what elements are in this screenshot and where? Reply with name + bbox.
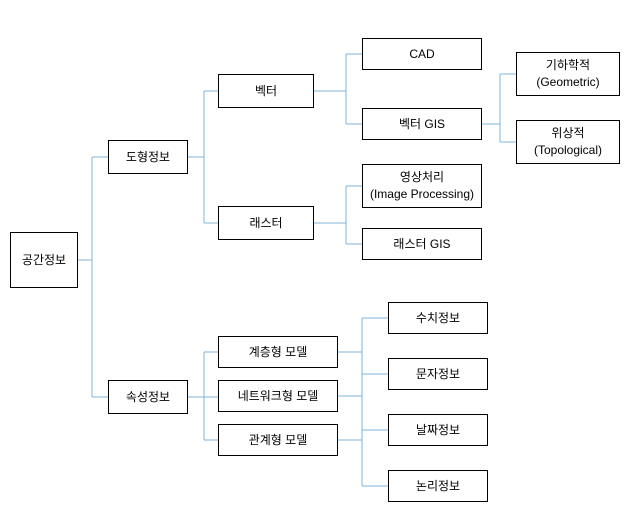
node-root: 공간정보	[10, 232, 78, 288]
node-vector: 벡터	[218, 74, 314, 108]
node-label: 위상적 (Topological)	[534, 125, 602, 159]
node-hier-model: 계층형 모델	[218, 336, 338, 368]
node-label: 기하학적 (Geometric)	[536, 57, 599, 91]
node-label: 수치정보	[416, 310, 460, 327]
node-vector-gis: 벡터 GIS	[362, 108, 482, 140]
node-label: 래스터	[249, 215, 282, 232]
node-img-proc: 영상처리 (Image Processing)	[362, 164, 482, 208]
node-attr-info: 속성정보	[108, 380, 188, 414]
node-label: 문자정보	[416, 366, 460, 383]
node-raster: 래스터	[218, 206, 314, 240]
node-raster-gis: 래스터 GIS	[362, 228, 482, 260]
node-label: 공간정보	[22, 252, 66, 269]
node-date-info: 날짜정보	[388, 414, 488, 446]
node-cad: CAD	[362, 38, 482, 70]
node-label: 논리정보	[416, 478, 460, 495]
node-label: 벡터	[255, 83, 277, 100]
node-shape-info: 도형정보	[108, 140, 188, 174]
node-label: 날짜정보	[416, 422, 460, 439]
node-numeric: 수치정보	[388, 302, 488, 334]
node-label: 네트워크형 모델	[238, 388, 319, 405]
node-label: CAD	[409, 46, 434, 63]
node-label: 속성정보	[126, 389, 170, 406]
node-rel-model: 관계형 모델	[218, 424, 338, 456]
node-label: 계층형 모델	[249, 344, 308, 361]
node-label: 벡터 GIS	[399, 116, 445, 133]
node-label: 관계형 모델	[249, 432, 308, 449]
node-topological: 위상적 (Topological)	[516, 120, 620, 164]
node-label: 래스터 GIS	[393, 236, 450, 253]
node-geometric: 기하학적 (Geometric)	[516, 52, 620, 96]
node-logic-info: 논리정보	[388, 470, 488, 502]
node-text-info: 문자정보	[388, 358, 488, 390]
node-net-model: 네트워크형 모델	[218, 380, 338, 412]
node-label: 도형정보	[126, 149, 170, 166]
node-label: 영상처리 (Image Processing)	[370, 169, 474, 203]
